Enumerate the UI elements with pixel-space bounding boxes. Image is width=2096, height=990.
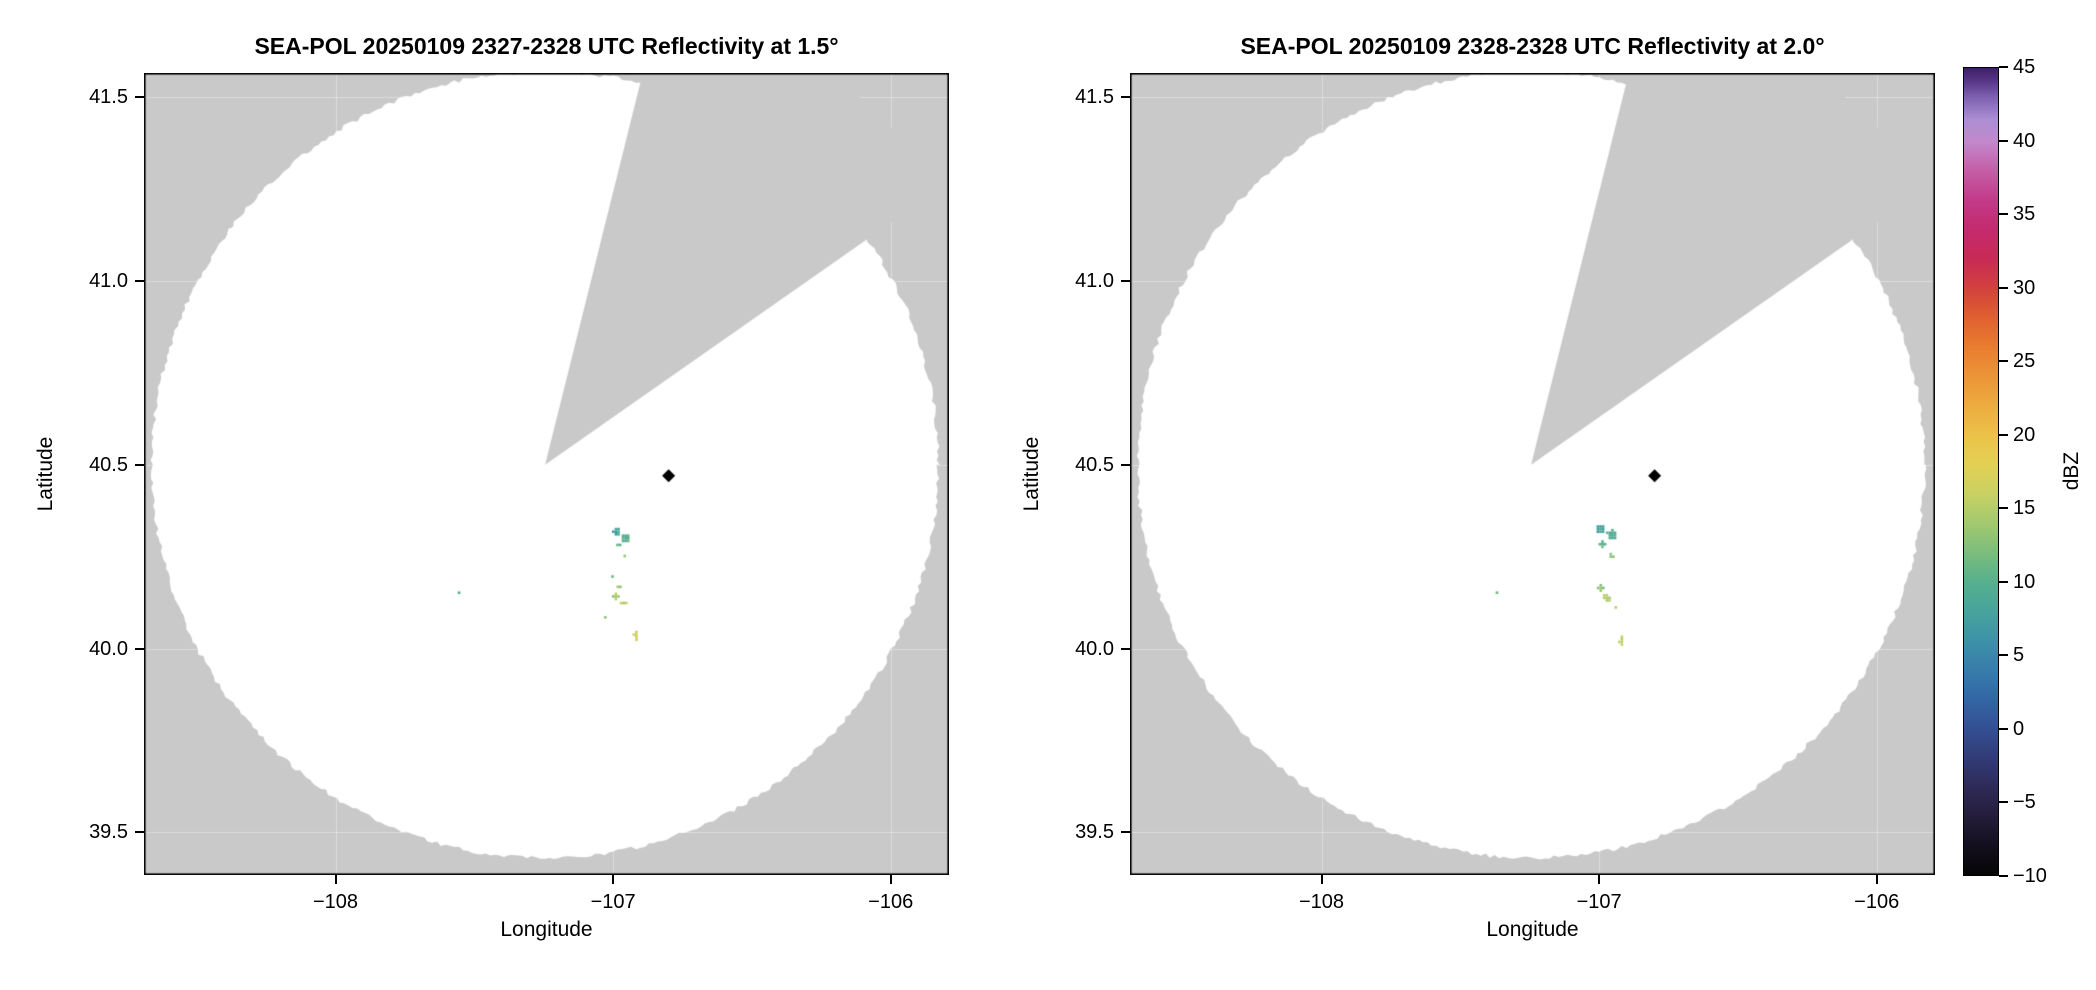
colorbar-tick-label: 35 (2013, 203, 2036, 226)
colorbar-tick-mark (1999, 286, 2008, 289)
panel-1-title: SEA-POL 20250109 2327-2328 UTC Reflectiv… (254, 33, 839, 59)
y-tick-mark (135, 96, 144, 99)
y-tick-label: 40.5 (1075, 453, 1114, 476)
x-tick-label: −106 (1854, 891, 1900, 913)
radar-ppi-plot-1 (144, 73, 949, 875)
x-tick-mark (1875, 875, 1878, 884)
colorbar-tick-mark (1999, 507, 2008, 510)
x-tick-label: −106 (868, 891, 914, 913)
x-tick-label: −107 (1576, 891, 1622, 913)
y-tick-label: 41.5 (1075, 86, 1114, 109)
colorbar-tick-mark (1999, 654, 2008, 657)
colorbar-tick-label: 15 (2013, 497, 2036, 520)
x-tick-mark (1598, 875, 1601, 884)
colorbar-tick-mark (1999, 139, 2008, 142)
colorbar-tick-mark (1999, 727, 2008, 730)
y-tick-label: 39.5 (1075, 821, 1114, 844)
colorbar-tick-label: −5 (2013, 791, 2036, 814)
y-tick-label: 39.5 (89, 821, 128, 844)
colorbar-tick-label: 30 (2013, 276, 2036, 299)
colorbar-tick-label: −10 (2013, 865, 2047, 887)
y-tick-label: 40.5 (89, 453, 128, 476)
colorbar-tick-label: 25 (2013, 350, 2036, 373)
x-tick-label: −108 (313, 891, 359, 913)
colorbar-tick-label: 10 (2013, 570, 2036, 593)
y-tick-mark (1121, 280, 1130, 283)
colorbar-tick-label: 45 (2013, 56, 2036, 78)
y-tick-mark (1121, 647, 1130, 650)
y-tick-label: 41.5 (89, 86, 128, 109)
x-tick-mark (334, 875, 337, 884)
colorbar-tick-label: 0 (2013, 717, 2025, 740)
y-tick-label: 41.0 (1075, 270, 1114, 293)
colorbar-tick-label: 20 (2013, 423, 2036, 446)
x-tick-label: −107 (590, 891, 636, 913)
panel-2-title: SEA-POL 20250109 2328-2328 UTC Reflectiv… (1240, 33, 1825, 59)
colorbar-tick-mark (1999, 360, 2008, 363)
colorbar-tick-mark (1999, 580, 2008, 583)
x-tick-mark (889, 875, 892, 884)
y-tick-label: 41.0 (89, 270, 128, 293)
y-tick-mark (135, 831, 144, 834)
x-tick-mark (612, 875, 615, 884)
x-tick-label: −108 (1299, 891, 1345, 913)
panel-2-x-axis-label: Longitude (1486, 918, 1579, 941)
colorbar-tick-mark (1999, 801, 2008, 804)
y-tick-mark (1121, 831, 1130, 834)
y-tick-mark (1121, 463, 1130, 466)
y-tick-mark (135, 463, 144, 466)
panel-1-x-axis-label: Longitude (500, 918, 593, 941)
colorbar-tick-mark (1999, 875, 2008, 877)
colorbar-tick-label: 40 (2013, 129, 2036, 152)
y-tick-mark (1121, 96, 1130, 99)
y-tick-mark (135, 647, 144, 650)
colorbar-tick-mark (1999, 66, 2008, 68)
y-tick-label: 40.0 (1075, 637, 1114, 660)
colorbar-tick-mark (1999, 213, 2008, 216)
y-tick-mark (135, 280, 144, 283)
colorbar-gradient (1963, 67, 1999, 876)
x-tick-mark (1320, 875, 1323, 884)
radar-ppi-plot-2 (1130, 73, 1935, 875)
colorbar-tick-label: 5 (2013, 644, 2025, 667)
colorbar-tick-mark (1999, 433, 2008, 436)
colorbar-label: dBZ (2060, 451, 2083, 491)
y-tick-label: 40.0 (89, 637, 128, 660)
